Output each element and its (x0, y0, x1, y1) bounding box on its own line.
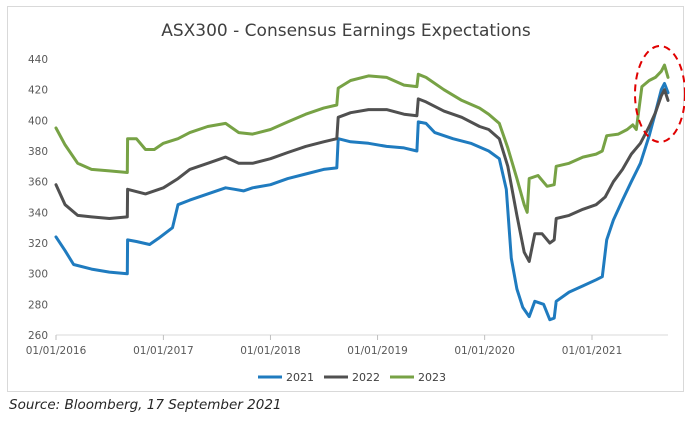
x-tick-label: 01/01/2017 (133, 345, 194, 357)
x-tick-label: 01/01/2018 (240, 345, 301, 357)
y-tick-label: 360 (28, 177, 48, 189)
y-tick-label: 400 (28, 115, 48, 127)
legend-label-2022: 2022 (352, 371, 380, 384)
chart-title: ASX300 - Consensus Earnings Expectations (161, 21, 531, 41)
source-note: Source: Bloomberg, 17 September 2021 (9, 397, 282, 413)
series-line-2023 (54, 63, 670, 214)
y-tick-label: 420 (28, 85, 48, 97)
series-line-2022 (54, 88, 670, 263)
y-tick-label: 340 (28, 207, 48, 219)
series-line-2021 (54, 82, 670, 322)
chart-frame: ASX300 - Consensus Earnings Expectations… (7, 6, 685, 392)
x-tick-label: 01/01/2019 (347, 345, 408, 357)
x-tick-label: 01/01/2021 (562, 345, 623, 357)
y-tick-label: 380 (28, 146, 48, 158)
legend-label-2021: 2021 (286, 371, 314, 384)
legend-label-2023: 2023 (418, 371, 446, 384)
y-tick-label: 260 (28, 330, 48, 342)
axes-layer: 260 280 300 320 340 360 380 400 420 440 01/01/2016… (26, 54, 668, 357)
y-tick-label: 320 (28, 238, 48, 250)
y-tick-label: 300 (28, 269, 48, 281)
series-layer (54, 63, 670, 322)
y-tick-label: 440 (28, 54, 48, 66)
x-tick-label: 01/01/2020 (454, 345, 515, 357)
y-tick-label: 280 (28, 299, 48, 311)
chart-svg: ASX300 - Consensus Earnings Expectations… (26, 21, 685, 384)
legend-layer: 2021 2022 2023 (258, 371, 446, 384)
x-tick-label: 01/01/2016 (26, 345, 87, 357)
